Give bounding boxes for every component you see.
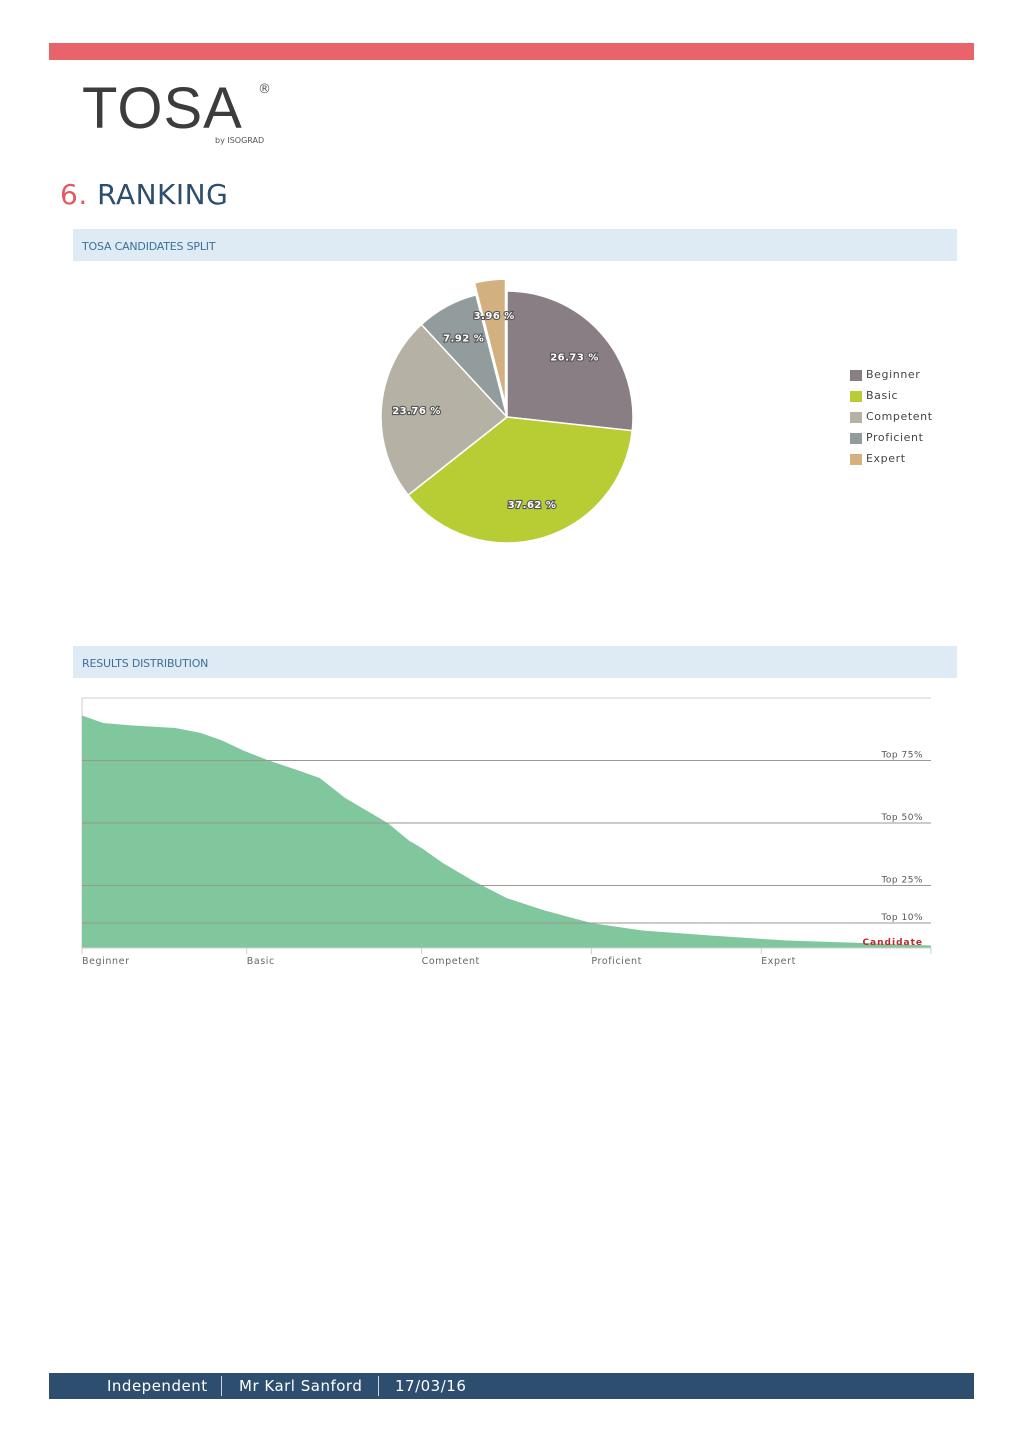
footer-divider (378, 1376, 379, 1396)
pie-slice-proficient (420, 293, 508, 418)
legend-label: Basic (866, 389, 899, 402)
distribution-panel-header: RESULTS DISTRIBUTION (73, 646, 957, 678)
x-tick-label: Expert (761, 956, 796, 967)
pie-value-label: 23.76 % (392, 406, 441, 417)
reference-line-label: Top 75% (880, 751, 923, 761)
section-number: 6. (60, 178, 88, 211)
candidate-label: Candidate (862, 938, 923, 948)
footer-date: 17/03/16 (395, 1377, 467, 1395)
pie-slice-expert (473, 280, 507, 406)
legend-label: Proficient (866, 431, 924, 444)
logo-text: TOSA (82, 76, 243, 141)
section-heading: RANKING (97, 178, 229, 211)
pie-panel-title: TOSA CANDIDATES SPLIT (82, 240, 216, 253)
legend-label: Competent (866, 410, 933, 423)
pie-value-label: 3.96 % (474, 311, 515, 322)
top-accent-bar (49, 43, 974, 60)
x-tick-label: Competent (422, 956, 480, 967)
footer-company: Independent (107, 1377, 208, 1395)
logo-byline: by ISOGRAD (215, 136, 265, 145)
distribution-chart: Top 75% Top 50% Top 25% Top 10% Candidate Beg… (81, 697, 932, 967)
legend-swatch (850, 454, 862, 465)
legend-label: Beginner (866, 368, 921, 381)
pie-slice-beginner (506, 290, 634, 432)
x-tick-label: Basic (247, 956, 275, 967)
legend-swatch (850, 412, 862, 423)
legend-swatch (850, 433, 862, 444)
tosa-logo: TOSA ® by ISOGRAD (82, 78, 282, 153)
pie-chart: 26.73 % 37.62 % 23.76 % 7.92 % 3.96 % (380, 280, 634, 544)
reference-line-label: Top 50% (880, 813, 923, 823)
legend-swatch (850, 370, 862, 381)
x-tick-label: Proficient (591, 956, 642, 967)
pie-value-label: 26.73 % (550, 352, 599, 363)
x-tick-label: Beginner (82, 956, 130, 967)
pie-slice-competent (380, 323, 509, 497)
pie-slice-basic (407, 416, 634, 544)
distribution-area (82, 715, 931, 948)
pie-value-label: 7.92 % (443, 333, 484, 344)
distribution-panel-title: RESULTS DISTRIBUTION (82, 657, 209, 670)
reference-line-label: Top 10% (880, 913, 923, 923)
footer-divider (221, 1376, 222, 1396)
pie-panel-header: TOSA CANDIDATES SPLIT (73, 229, 957, 261)
section-title: 6. RANKING (60, 178, 228, 211)
logo-registered-mark: ® (258, 82, 271, 97)
legend-label: Expert (866, 452, 906, 465)
pie-value-label: 37.62 % (508, 500, 557, 511)
footer-name: Mr Karl Sanford (239, 1377, 363, 1395)
legend-swatch (850, 391, 862, 402)
reference-line-label: Top 25% (880, 876, 923, 886)
footer-bar: Independent Mr Karl Sanford 17/03/16 (49, 1373, 974, 1399)
